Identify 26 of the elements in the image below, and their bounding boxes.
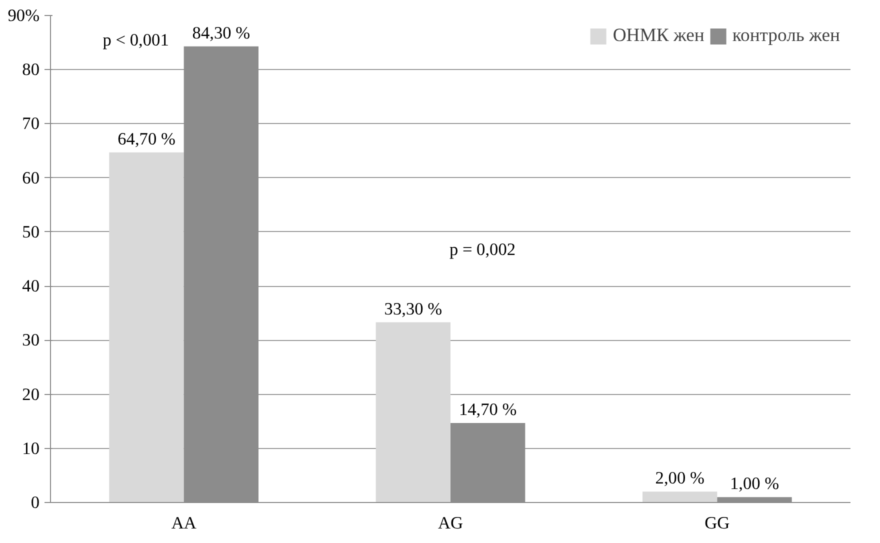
y-tick-label: 70 xyxy=(22,114,40,134)
y-tick-label: 0 xyxy=(30,493,40,512)
y-tick-label: 60 xyxy=(22,168,40,188)
annotation: p = 0,002 xyxy=(449,240,516,259)
legend-label: ОНМК жен xyxy=(612,25,704,47)
legend-label: контроль жен xyxy=(732,25,840,47)
data-label: 33,30 % xyxy=(384,299,442,318)
data-label: 1,00 % xyxy=(730,474,780,494)
bar xyxy=(109,152,184,502)
data-label: 2,00 % xyxy=(655,468,704,488)
data-label: 14,70 % xyxy=(458,400,517,419)
x-tick-label: GG xyxy=(704,514,730,532)
y-tick-label: 50 xyxy=(22,222,40,242)
annotation: p < 0,001 xyxy=(102,30,169,50)
y-tick-label: 20 xyxy=(22,384,40,404)
y-tick-label: 80 xyxy=(22,60,40,80)
y-tick-label: 40 xyxy=(22,276,40,296)
x-tick-label: AA xyxy=(171,514,197,532)
bar xyxy=(642,492,718,502)
y-tick-label: 10 xyxy=(22,438,40,458)
x-tick-label: AG xyxy=(438,514,464,532)
bar xyxy=(376,322,450,502)
y-tick-label: 90% xyxy=(8,6,40,25)
y-tick-label: 30 xyxy=(22,330,40,350)
data-label: 64,70 % xyxy=(118,129,176,148)
data-label: 84,30 % xyxy=(192,23,250,42)
